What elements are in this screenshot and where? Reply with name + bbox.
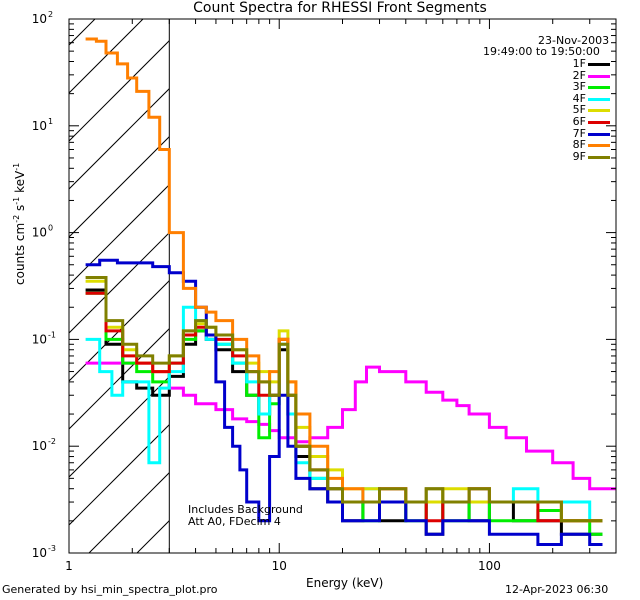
x-tick-label: 1: [65, 559, 73, 573]
y-tick-label: 10: [32, 546, 47, 560]
series-line-8F: [85, 37, 603, 523]
y-tick-exponent: -2: [48, 437, 56, 446]
hatch-line: [0, 19, 47, 553]
legend-swatch-5F: [588, 109, 610, 113]
y-tick-label: 10: [32, 332, 47, 346]
series-line-5F: [85, 279, 603, 523]
footer-timestamp: 12-Apr-2023 06:30: [505, 583, 609, 596]
legend-label-6F: 6F: [572, 115, 586, 128]
legend-label-2F: 2F: [572, 68, 586, 82]
hatch-line: [617, 19, 640, 553]
y-tick-exponent: 1: [48, 117, 53, 126]
series-line-9F: [85, 276, 603, 523]
legend-swatch-6F: [588, 121, 610, 124]
hatch-line: [69, 39, 170, 142]
hatch-line: [473, 19, 640, 553]
footer-generated-by: Generated by hsi_min_spectra_plot.pro: [2, 583, 218, 596]
legend-swatch-4F: [588, 97, 610, 101]
x-tick-label: 100: [478, 559, 501, 573]
hatch-line: [136, 519, 170, 553]
legend-swatch-9F: [588, 155, 610, 159]
legend-label-3F: 3F: [572, 80, 586, 94]
hatch-line: [69, 231, 170, 334]
y-tick-label: 10: [32, 119, 47, 133]
annotation-attenuator: Att A0, FDecim 4: [188, 515, 281, 528]
hatch-lines: [0, 19, 640, 553]
ylabel-sup1: -2: [12, 214, 21, 223]
hatch-line: [281, 19, 640, 553]
legend-label-7F: 7F: [572, 126, 586, 140]
chart-title: Count Spectra for RHESSI Front Segments: [193, 0, 487, 16]
series-line-6F: [85, 291, 603, 523]
hatch-line: [69, 279, 170, 382]
y-axis-label: counts cm-2 s-1 keV-1: [12, 163, 27, 285]
x-tick-label: 10: [272, 559, 287, 573]
legend-swatch-2F: [588, 74, 610, 78]
legend-label-8F: 8F: [572, 138, 586, 152]
series-line-1F: [85, 288, 603, 536]
x-axis-label: Energy (keV): [306, 576, 384, 590]
y-tick-label: 10: [32, 439, 47, 453]
y-tick-exponent: -1: [48, 330, 56, 339]
legend-label-4F: 4F: [572, 91, 586, 105]
hatch-line: [69, 87, 170, 190]
legend-swatch-3F: [588, 86, 610, 90]
hatch-line: [69, 135, 170, 238]
legend-swatch-7F: [588, 132, 610, 136]
ylabel-mid2: keV: [13, 170, 27, 197]
hatch-line: [69, 19, 96, 46]
hatch-line: [69, 183, 170, 286]
y-tick-label: 10: [32, 226, 47, 240]
hatch-line: [69, 327, 170, 430]
series-line-3F: [85, 291, 603, 536]
annotation-background: Includes Background: [188, 503, 303, 516]
legend-label-1F: 1F: [572, 57, 586, 70]
hatch-line: [69, 375, 170, 478]
legend-swatch-1F: [588, 63, 610, 66]
series-line-2F: [85, 361, 616, 491]
hatch-region: [0, 19, 640, 553]
legend-label-5F: 5F: [572, 103, 586, 117]
y-tick-exponent: -3: [48, 544, 56, 553]
ylabel-mid: s: [13, 204, 27, 215]
y-tick-exponent: 0: [48, 224, 53, 233]
y-tick-exponent: 2: [48, 10, 53, 19]
y-tick-label: 10: [32, 12, 47, 26]
ylabel-sup3: -1: [12, 162, 21, 171]
ylabel-sup2: -1: [12, 196, 21, 205]
ylabel-base: counts cm: [13, 222, 27, 285]
legend-swatch-8F: [588, 144, 610, 148]
plot-date: 23-Nov-2003: [538, 34, 610, 47]
legend-label-9F: 9F: [572, 149, 586, 163]
hatch-line: [69, 423, 170, 526]
plot-time-range: 19:49:00 to 19:50:00: [483, 45, 600, 58]
